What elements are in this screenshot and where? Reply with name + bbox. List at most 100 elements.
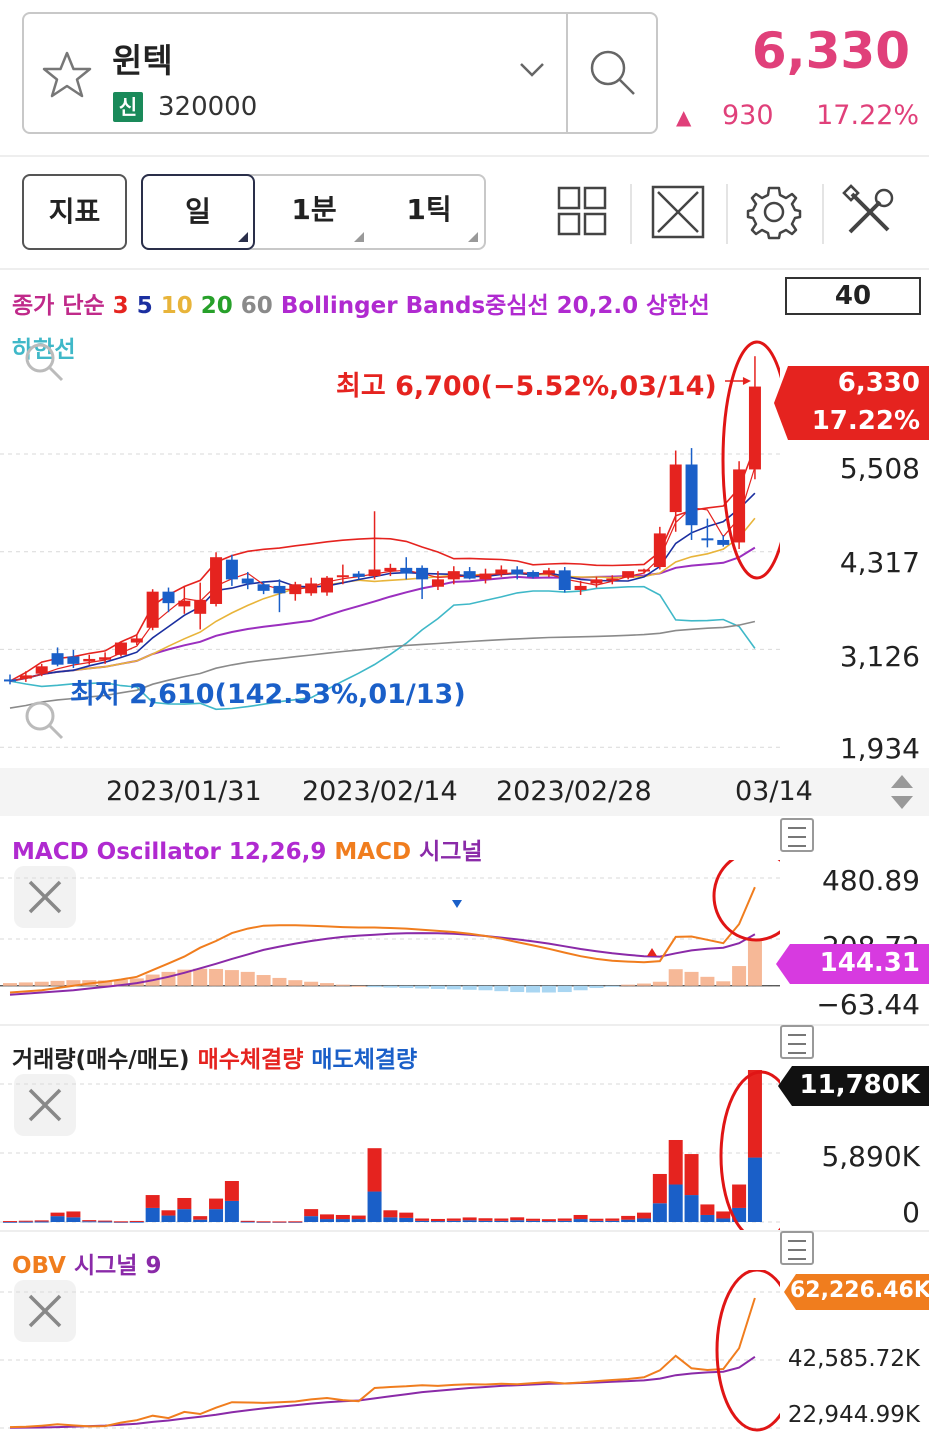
price-y-tick: 5,508 xyxy=(839,452,920,485)
period-1tick-tab[interactable]: 1틱 xyxy=(406,193,452,226)
candle-body xyxy=(653,533,666,568)
grid-icon[interactable] xyxy=(553,182,613,242)
chevron-down-icon[interactable] xyxy=(518,60,546,80)
current-price-tag-value: 6,330 xyxy=(837,368,920,398)
macd-osc-bar xyxy=(494,985,509,992)
volume-legend: 거래량(매수/매도) 매수체결량 매도체결량 xyxy=(12,1040,417,1074)
buy-volume-bar xyxy=(145,1195,160,1208)
sell-volume-bar xyxy=(304,1216,319,1222)
price-y-tick: 1,934 xyxy=(839,732,920,765)
sell-volume-bar xyxy=(367,1191,382,1222)
menu-icon[interactable] xyxy=(780,1025,814,1059)
legend-ma5: 5 xyxy=(136,293,153,319)
close-icon[interactable] xyxy=(14,1280,76,1342)
candle-body xyxy=(669,464,682,513)
close-icon[interactable] xyxy=(14,866,76,928)
x-tick-label: 2023/02/28 xyxy=(496,776,652,807)
sell-volume-bar xyxy=(462,1220,477,1222)
candle-body xyxy=(178,600,191,607)
buy-volume-bar xyxy=(589,1218,604,1221)
candle-body xyxy=(114,642,127,655)
period-1min-tab[interactable]: 1분 xyxy=(291,193,337,226)
buy-volume-bar xyxy=(3,1221,17,1223)
panel-divider xyxy=(0,1024,929,1026)
candle-body xyxy=(321,577,333,593)
macd-osc-bar xyxy=(430,985,445,989)
current-price: 6,330 xyxy=(751,22,910,80)
scroll-updown-icon[interactable] xyxy=(888,772,916,812)
macd-osc-bar xyxy=(304,981,319,986)
toolbar-divider xyxy=(0,268,929,270)
sell-volume-bar xyxy=(224,1200,239,1222)
buy-volume-bar xyxy=(256,1221,271,1223)
buy-volume-bar xyxy=(367,1148,382,1192)
sell-volume-bar xyxy=(335,1219,350,1222)
buy-volume-bar xyxy=(351,1215,366,1220)
buy-volume-bar xyxy=(224,1180,239,1201)
tools-icon[interactable] xyxy=(840,182,900,242)
buy-volume-bar xyxy=(573,1214,588,1220)
zoom-out-icon[interactable] xyxy=(22,698,66,742)
high-annotation: 최고 6,700(−5.52%,03/14) xyxy=(336,371,717,402)
sell-volume-bar xyxy=(18,1221,33,1223)
macd-osc-bar xyxy=(684,971,699,986)
buy-volume-bar xyxy=(304,1209,319,1217)
search-divider xyxy=(566,12,568,134)
candle-body xyxy=(384,567,397,572)
sell-volume-bar xyxy=(430,1221,445,1223)
low-annotation: 최저 2,610(142.53%,01/13) xyxy=(70,679,466,710)
price-change-row: ▲ 930 17.22% xyxy=(676,100,919,131)
candle-body xyxy=(542,570,555,574)
macd-osc-bar xyxy=(193,968,208,986)
buy-volume-bar xyxy=(747,1070,762,1158)
buy-volume-bar xyxy=(732,1184,747,1208)
sell-volume-bar xyxy=(98,1221,113,1223)
sell-volume-bar xyxy=(684,1195,699,1222)
period-day-tab[interactable]: 일 xyxy=(141,174,255,250)
panel-divider xyxy=(0,1230,929,1232)
buy-volume-bar xyxy=(113,1221,128,1223)
macd-osc-bar xyxy=(478,985,493,991)
candle-body xyxy=(733,469,746,543)
candle-count-input[interactable]: 40 xyxy=(785,277,921,315)
macd-osc-bar xyxy=(668,969,683,986)
sell-volume-bar xyxy=(557,1220,572,1222)
macd-osc-bar xyxy=(557,985,572,993)
buy-volume-bar xyxy=(526,1218,541,1221)
search-icon[interactable] xyxy=(584,44,640,100)
legend-ma60: 60 xyxy=(240,293,273,319)
candle-body xyxy=(685,464,698,526)
stock-name: 윈텍 xyxy=(112,41,173,80)
sell-volume-bar xyxy=(145,1207,160,1222)
candle-body xyxy=(225,559,238,580)
candle-body xyxy=(590,579,603,584)
price-chart[interactable] xyxy=(0,340,780,760)
macd-osc-bar xyxy=(367,985,382,988)
candle-body xyxy=(210,557,223,604)
legend-ma20: 20 xyxy=(200,293,233,319)
sell-volume-bar xyxy=(193,1219,208,1222)
expand-icon[interactable] xyxy=(648,182,708,242)
corner-mark-icon xyxy=(354,232,364,242)
legend-macd-signal: 시그널 xyxy=(419,839,483,865)
candle-body xyxy=(368,569,381,577)
sell-volume-bar xyxy=(716,1218,731,1222)
volume-value-tag xyxy=(778,1066,929,1106)
indicator-button[interactable]: 지표 xyxy=(22,174,127,250)
obv-chart[interactable] xyxy=(0,1270,780,1440)
macd-chart[interactable] xyxy=(0,860,780,1020)
menu-icon[interactable] xyxy=(780,818,814,852)
gear-icon[interactable] xyxy=(744,182,804,242)
macd-osc-bar xyxy=(240,971,255,986)
sell-volume-bar xyxy=(605,1220,620,1222)
sell-volume-bar xyxy=(478,1220,493,1222)
menu-icon[interactable] xyxy=(780,1231,814,1265)
macd-osc-bar xyxy=(320,983,334,986)
macd-osc-bar xyxy=(700,976,715,986)
star-icon[interactable] xyxy=(40,50,94,102)
price-legend: 종가 단순 3 5 10 20 60 Bollinger Bands중심선 20… xyxy=(12,286,782,320)
obv-y-tick: 22,944.99K xyxy=(787,1402,920,1428)
volume-chart[interactable] xyxy=(0,1070,780,1230)
candle-body xyxy=(130,638,143,643)
zoom-in-icon[interactable] xyxy=(22,340,66,384)
